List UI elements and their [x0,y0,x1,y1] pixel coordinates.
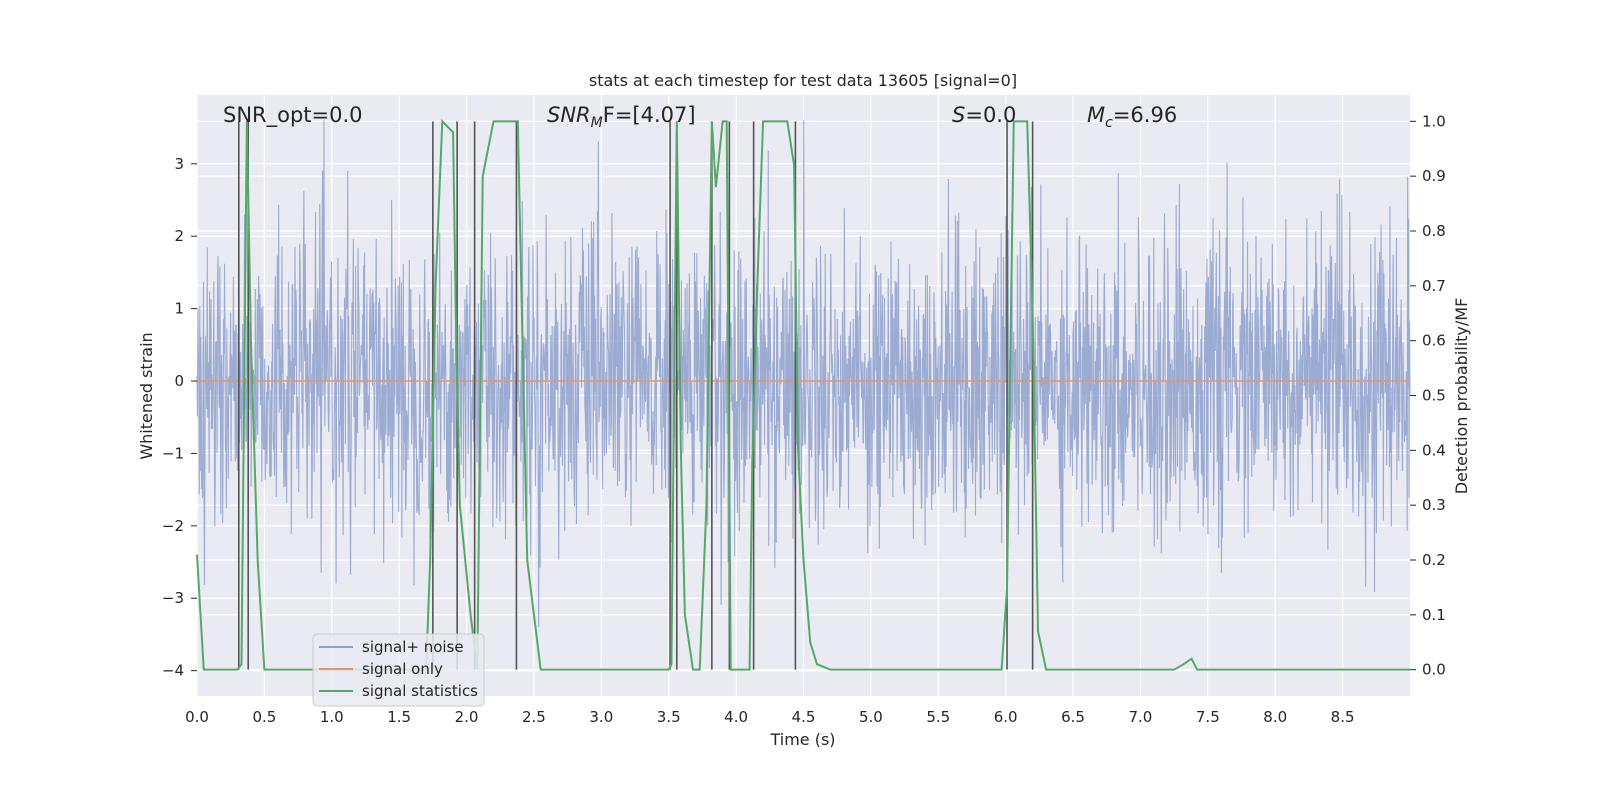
y2-tick-label-7: 0.3 [1422,496,1446,514]
y-axis-label: Whitened strain [137,332,156,459]
y2-tick-label-4: 0.6 [1422,332,1446,350]
signal-statistics-line [196,118,1410,671]
y-tick-label-6: −3 [162,589,184,607]
y-tick-label-0: 3 [174,155,184,173]
x-tick-label-13: 6.5 [1061,708,1085,726]
signal-noise-line [196,120,1411,628]
y-tick-label-5: −2 [162,517,184,535]
annotation-snr-mf: SNRMF=[4.07] [547,103,696,131]
y2-tick-label-10: 0.0 [1422,661,1446,679]
legend-label-signal-statistics: signal statistics [362,682,478,700]
annotation-s-stat: S=0.0 [952,103,1016,127]
annotation-mc: Mc=6.96 [1087,103,1177,131]
y2-ticks: 1.0 0.9 0.8 0.7 0.6 0.5 0.4 0.3 0.2 0.1 0.0 [1410,112,1446,679]
y2-tick-label-6: 0.4 [1422,441,1446,459]
y-tick-label-4: −1 [162,444,184,462]
x-tick-label-7: 3.5 [657,708,681,726]
y2-tick-label-9: 0.1 [1422,606,1446,624]
y2-tick-label-2: 0.8 [1422,222,1446,240]
x-tick-label-9: 4.5 [792,708,816,726]
legend: signal+ noise signal only signal statist… [312,633,485,707]
x-tick-label-6: 3.0 [589,708,613,726]
x-tick-label-17: 8.5 [1331,708,1355,726]
series-signal-statistics [196,118,1410,671]
x-tick-label-1: 0.5 [252,708,276,726]
x-tick-label-4: 2.0 [455,708,479,726]
chart-title: stats at each timestep for test data 136… [589,71,1017,90]
x-tick-label-5: 2.5 [522,708,546,726]
x-tick-label-8: 4.0 [724,708,748,726]
x-tick-label-2: 1.0 [320,708,344,726]
y2-tick-label-5: 0.5 [1422,387,1446,405]
y-tick-label-7: −4 [162,662,184,680]
x-tick-label-10: 5.0 [859,708,883,726]
legend-label-signal-only: signal only [362,660,443,678]
y-tick-label-2: 1 [174,300,184,318]
legend-box [312,633,485,707]
y-tick-label-1: 2 [174,227,184,245]
y-tick-label-3: 0 [174,372,184,390]
threshold-markers [237,121,1034,670]
x-tick-label-16: 8.0 [1263,708,1287,726]
x-axis-label: Time (s) [769,730,835,749]
y2-tick-label-3: 0.7 [1422,277,1446,295]
annotation-snr-opt: SNR_opt=0.0 [223,103,363,128]
x-tick-label-3: 1.5 [387,708,411,726]
y2-tick-label-0: 1.0 [1422,112,1446,130]
x-tick-label-11: 5.5 [926,708,950,726]
x-ticks: 0.0 0.5 1.0 1.5 2.0 2.5 3.0 3.5 4.0 4.5 5.0 5.5 6.0 6… [185,708,1354,726]
x-tick-label-14: 7.0 [1129,708,1153,726]
x-tick-label-12: 6.0 [994,708,1018,726]
series-signal-noise [196,120,1411,628]
y2-tick-label-1: 0.9 [1422,167,1446,185]
legend-label-signal-noise: signal+ noise [362,638,464,656]
y2-axis-label: Detection probability/MF [1452,298,1471,495]
y2-tick-label-8: 0.2 [1422,551,1446,569]
x-tick-label-15: 7.5 [1196,708,1220,726]
y-ticks: 3 2 1 0 −1 −2 −3 −4 [162,155,197,680]
x-tick-label-0: 0.0 [185,708,209,726]
